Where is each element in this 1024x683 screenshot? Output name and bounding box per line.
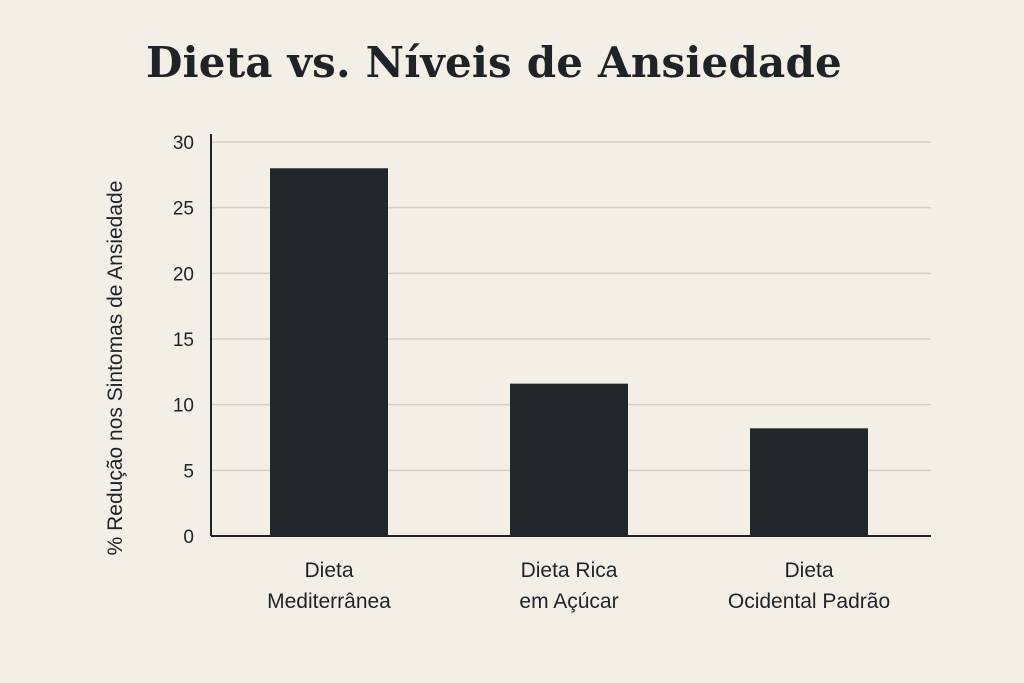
x-tick-label-2-line-1: Dieta Rica <box>521 559 618 582</box>
x-tick-label-1-line-1: Dieta <box>304 559 353 582</box>
x-tick-label-3-line-2: Ocidental Padrão <box>728 590 890 613</box>
y-tick-label-25: 25 <box>173 199 194 220</box>
bar-1 <box>270 168 388 536</box>
y-tick-label-30: 30 <box>173 133 194 154</box>
y-tick-label-20: 20 <box>173 264 194 285</box>
bar-2 <box>510 383 628 536</box>
x-tick-label-2-line-2: em Açúcar <box>519 590 618 613</box>
y-tick-label-10: 10 <box>173 396 194 417</box>
x-tick-label-3-line-1: Dieta <box>784 559 833 582</box>
y-tick-label-15: 15 <box>173 330 194 351</box>
y-tick-label-5: 5 <box>183 461 194 482</box>
chart-title: Dieta vs. Níveis de Ansiedade <box>146 38 842 87</box>
x-tick-label-1-line-2: Mediterrânea <box>267 590 391 613</box>
bar-3 <box>750 428 868 536</box>
y-tick-label-0: 0 <box>183 527 194 548</box>
